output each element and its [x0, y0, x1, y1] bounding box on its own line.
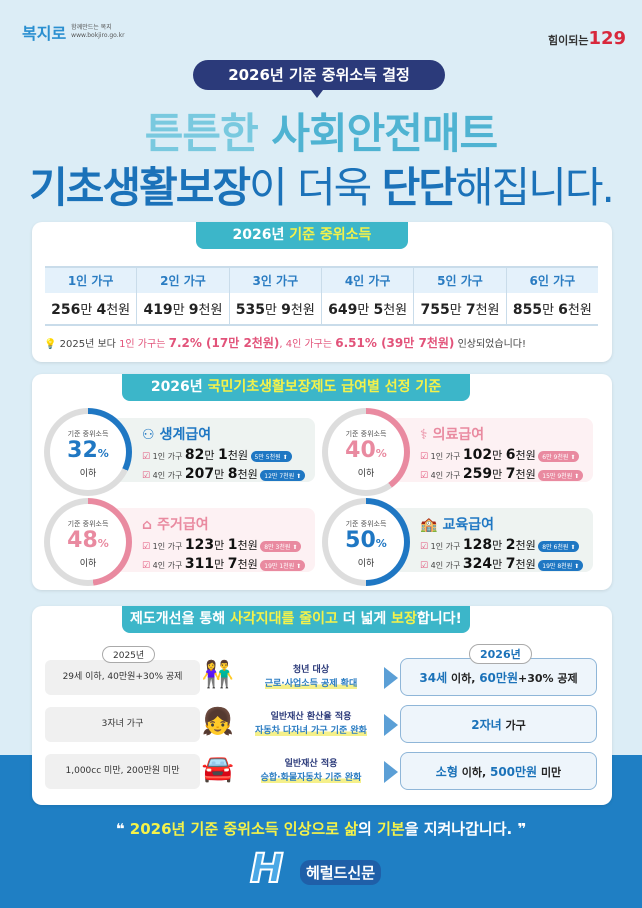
before-box: 1,000cc 미만, 200만원 미만: [45, 754, 200, 789]
watermark-text: 헤럴드신문: [300, 860, 382, 885]
column-header: 1인 가구: [45, 266, 138, 293]
increase-badge: 15만 9천원 ⬆: [538, 470, 584, 481]
benefit-name: 생계급여: [159, 427, 212, 443]
reform-description: 청년 대상 근로·사업소득 공제 확대: [264, 665, 358, 689]
checkbox-icon: ☑: [142, 561, 151, 571]
income-cell: 649만 5천원: [321, 293, 415, 326]
benefit-card: ⌂ 주거급여 ☑ 1인 가구 123만 1천원 8만 3천원 ⬆ ☑ 4인 가구 …: [110, 508, 315, 572]
median-income-table: 1인 가구 2인 가구 3인 가구 4인 가구 5인 가구 6인 가구 256만 4천원 41…: [45, 266, 598, 326]
person-icon: ⚇: [142, 427, 155, 443]
median-income-panel: 2026년 기준 중위소득 1인 가구 2인 가구 3인 가구 4인 가구 5인 가구 6…: [32, 222, 612, 362]
school-icon: 🏫: [420, 517, 438, 533]
income-cell: 419만 9천원: [136, 293, 230, 326]
percent-ring: 기준 중위소득 48% 이하: [44, 498, 132, 586]
reform-panel: 제도개선을 통해 사각지대를 줄이고 더 넓게 보장합니다! 29세 이하, 4…: [32, 606, 612, 805]
income-cell: 855만 6천원: [506, 293, 598, 326]
column-header: 6인 가구: [506, 266, 598, 293]
benefit-row: ☑ 4인 가구 207만 8천원 12만 7천원 ⬆: [142, 466, 306, 482]
income-cell: 755만 7천원: [413, 293, 507, 326]
benefits-panel-title: 2026년 국민기초생활보장제도 급여별 선정 기준: [122, 374, 470, 401]
benefit-card: ⚕ 의료급여 ☑ 1인 가구 102만 6천원 6만 9천원 ⬆ ☑ 4인 가구 …: [388, 418, 593, 482]
benefit-row: ☑ 4인 가구 311만 7천원 19만 1천원 ⬆: [142, 556, 306, 572]
after-box: 34세 이하, 60만원+30% 공제: [400, 658, 597, 696]
headline-1: 튼튼한 사회안전매트: [144, 109, 498, 158]
bokjiro-logo: 복지로 함께만드는 복지 www.bokjiro.go.kr: [22, 24, 125, 43]
reform-description: 일반재산 적용 승합·화물자동차 기준 완화: [260, 759, 362, 783]
before-box: 29세 이하, 40만원+30% 공제: [45, 660, 200, 695]
benefit-name: 교육급여: [442, 517, 495, 533]
column-header: 3인 가구: [229, 266, 322, 293]
increase-note: 💡 2025년 보다 1인 가구는 7.2% (17만 2천원), 4인 가구는…: [44, 336, 526, 350]
checkbox-icon: ☑: [420, 561, 429, 571]
increase-badge: 6만 9천원 ⬆: [538, 451, 580, 462]
title-pill: 2026년 기준 중위소득 결정: [193, 60, 445, 98]
increase-badge: 8만 3천원 ⬆: [260, 541, 302, 552]
checkbox-icon: ☑: [420, 471, 429, 481]
increase-badge: 8만 6천원 ⬆: [538, 541, 580, 552]
benefit-row: ☑ 1인 가구 82만 1천원 5만 5천원 ⬆: [142, 447, 305, 463]
percent-ring: 기준 중위소득 40% 이하: [322, 408, 410, 496]
benefit-row: ☑ 1인 가구 102만 6천원 6만 9천원 ⬆: [420, 447, 583, 463]
arrow-icon: [384, 761, 398, 783]
benefit-row: ☑ 1인 가구 128만 2천원 8만 6천원 ⬆: [420, 537, 583, 553]
benefit-name: 의료급여: [432, 427, 485, 443]
checkbox-icon: ☑: [420, 542, 429, 552]
increase-badge: 5만 5천원 ⬆: [250, 451, 292, 462]
arrow-icon: [384, 667, 398, 689]
checkbox-icon: ☑: [420, 452, 429, 462]
benefit-row: ☑ 4인 가구 259만 7천원 15만 9천원 ⬆: [420, 466, 584, 482]
children-icon: 👧: [201, 707, 235, 737]
people-icon: 👫: [201, 660, 235, 690]
before-box: 3자녀 가구: [45, 707, 200, 742]
arrow-icon: [384, 714, 398, 736]
checkbox-icon: ☑: [142, 452, 151, 462]
median-panel-title: 2026년 기준 중위소득: [196, 222, 408, 249]
checkbox-icon: ☑: [142, 471, 151, 481]
increase-badge: 19만 1천원 ⬆: [260, 560, 306, 571]
year-2025-label: 2025년: [102, 646, 156, 663]
car-garage-icon: 🚘: [201, 754, 235, 784]
percent-ring: 기준 중위소득 50% 이하: [322, 498, 410, 586]
benefits-panel: 2026년 국민기초생활보장제도 급여별 선정 기준 ⚇ 생계급여 ☑ 1인 가…: [32, 374, 612, 590]
benefit-row: ☑ 1인 가구 123만 1천원 8만 3천원 ⬆: [142, 537, 305, 553]
reform-panel-title: 제도개선을 통해 사각지대를 줄이고 더 넓게 보장합니다!: [122, 606, 470, 633]
benefit-row: ☑ 4인 가구 324만 7천원 19만 8천원 ⬆: [420, 556, 584, 572]
benefit-card: 🏫 교육급여 ☑ 1인 가구 128만 2천원 8만 6천원 ⬆ ☑ 4인 가구 …: [388, 508, 593, 572]
benefit-name: 주거급여: [157, 517, 209, 533]
after-box: 소형 이하, 500만원 미만: [400, 752, 597, 790]
129-logo: 힘이되는129: [548, 28, 627, 49]
stethoscope-icon: ⚕: [420, 427, 428, 443]
headline-2: 기초생활보장이 더욱 단단해집니다.: [29, 163, 615, 212]
column-header: 2인 가구: [136, 266, 230, 293]
percent-ring: 기준 중위소득 32% 이하: [44, 408, 132, 496]
checkbox-icon: ☑: [142, 542, 151, 552]
income-cell: 256만 4천원: [45, 293, 138, 326]
house-icon: ⌂: [142, 517, 153, 533]
year-2026-label: 2026년: [469, 644, 532, 664]
increase-badge: 19만 8천원 ⬆: [538, 560, 584, 571]
benefit-card: ⚇ 생계급여 ☑ 1인 가구 82만 1천원 5만 5천원 ⬆ ☑ 4인 가구 2…: [110, 418, 315, 482]
watermark-logo: H: [249, 845, 285, 893]
column-header: 4인 가구: [321, 266, 415, 293]
column-header: 5인 가구: [413, 266, 507, 293]
income-cell: 535만 9천원: [229, 293, 322, 326]
reform-description: 일반재산 환산율 적용 자동차 다자녀 가구 기준 완화: [255, 712, 367, 736]
increase-badge: 12만 7천원 ⬆: [260, 470, 306, 481]
after-box: 2자녀 가구: [400, 705, 597, 743]
footer-quote: ❝ 2026년 기준 중위소득 인상으로 삶의 기본을 지켜나갑니다. ❞: [115, 820, 527, 838]
